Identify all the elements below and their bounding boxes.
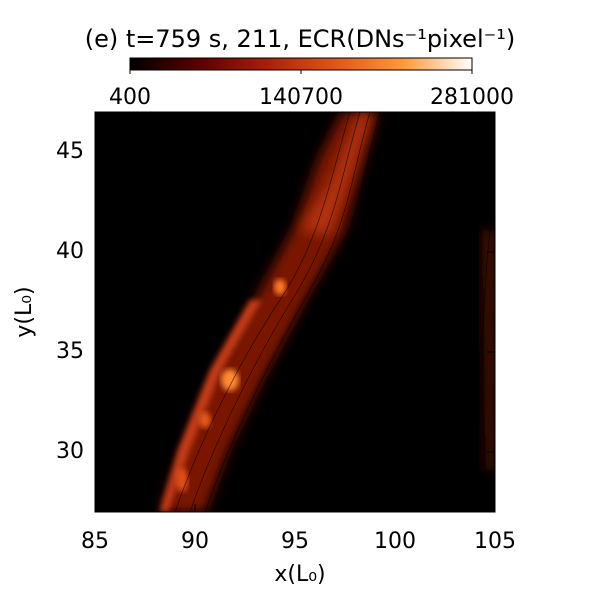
y-axis-label: y(L₀) xyxy=(12,286,37,337)
chart-title: (e) t=759 s, 211, ECR(DNs⁻¹pixel⁻¹) xyxy=(85,25,516,53)
x-axis-label: x(L₀) xyxy=(274,562,325,587)
colorbar-tick-label: 281000 xyxy=(430,85,514,110)
heatmap-field xyxy=(95,112,495,512)
colorbar-tick-label: 400 xyxy=(109,85,151,110)
y-tick-label: 40 xyxy=(56,239,84,264)
y-tick-label: 45 xyxy=(56,139,84,164)
x-tick-label: 95 xyxy=(281,529,309,554)
x-tick-label: 105 xyxy=(474,529,516,554)
y-tick-label: 35 xyxy=(56,339,84,364)
y-tick-label: 30 xyxy=(56,439,84,464)
colorbar-tick-label: 140700 xyxy=(259,85,343,110)
colorbar xyxy=(129,57,473,71)
x-tick-label: 100 xyxy=(374,529,416,554)
x-tick-label: 90 xyxy=(181,529,209,554)
x-tick-label: 85 xyxy=(81,529,109,554)
